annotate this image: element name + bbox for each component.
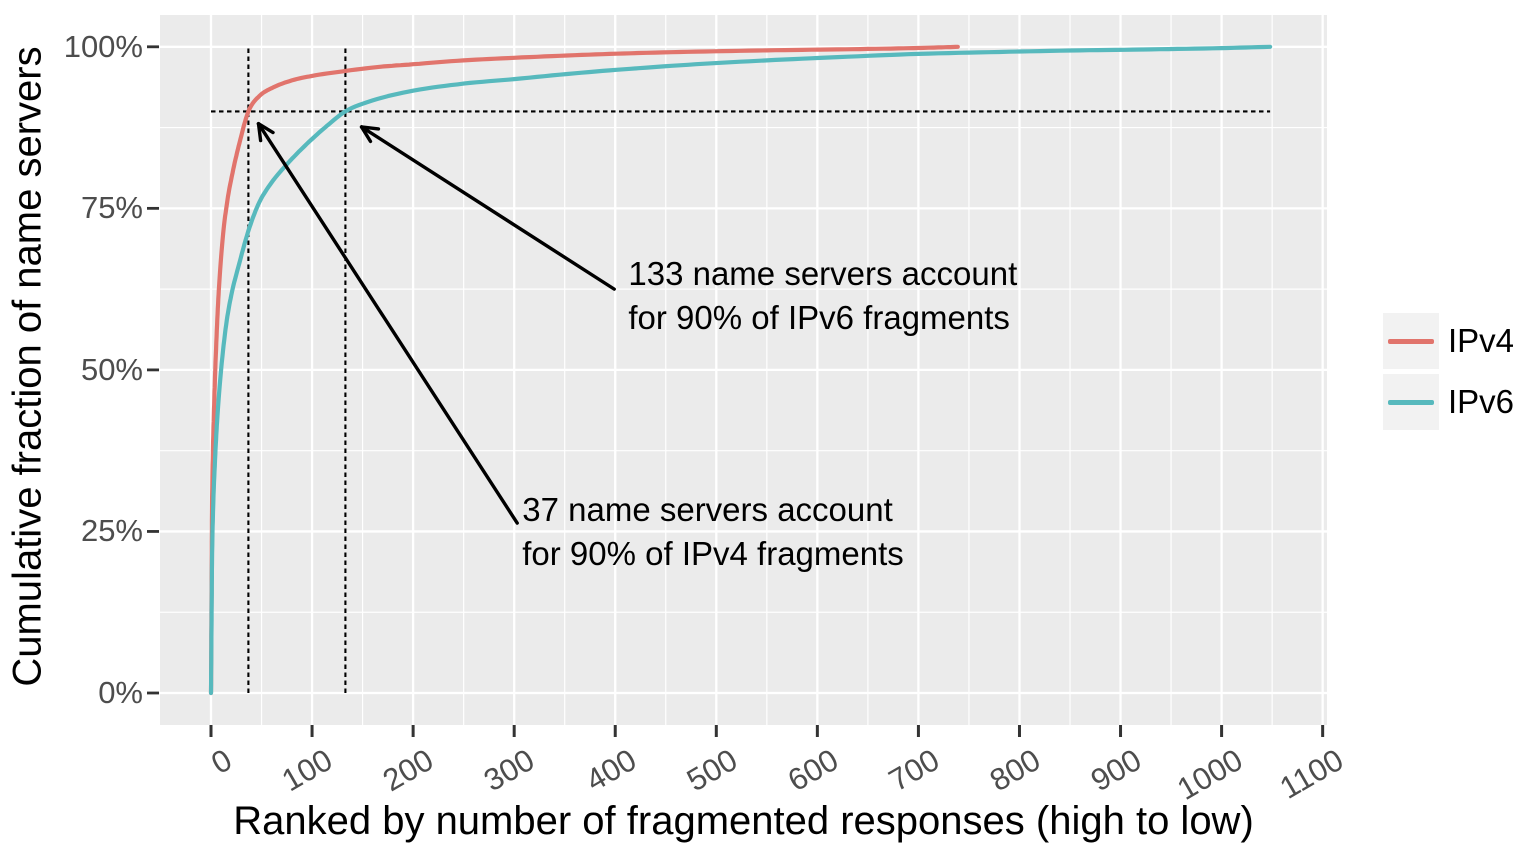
legend-line-swatch-ipv4 — [1388, 338, 1434, 344]
legend-entry-ipv4: IPv4 — [1383, 313, 1514, 369]
y-tick-label: 75% — [80, 190, 143, 226]
legend-line-swatch-ipv6 — [1388, 399, 1434, 405]
legend-key-ipv6 — [1383, 374, 1439, 430]
arrow-shaft-ipv4 — [256, 121, 519, 525]
arrow-head-ipv4 — [256, 121, 275, 135]
annotation-line: 133 name servers account — [628, 254, 1018, 292]
annotation-ipv6: 133 name servers account for 90% of IPv6… — [628, 252, 1017, 340]
legend-entry-ipv6: IPv6 — [1383, 374, 1514, 430]
y-tick-label: 25% — [80, 513, 143, 549]
y-axis-title: Cumulative fraction of name servers — [5, 46, 50, 687]
y-tick-label: 50% — [80, 351, 143, 387]
arrow-shaft-ipv6 — [359, 125, 616, 291]
annotation-ipv4: 37 name servers account for 90% of IPv4 … — [522, 488, 904, 576]
y-tick-label: 100% — [63, 28, 143, 64]
legend-label-ipv6: IPv6 — [1448, 383, 1515, 420]
annotation-line: for 90% of IPv6 fragments — [628, 298, 1010, 336]
curve-ipv4 — [208, 44, 960, 696]
legend-label-ipv4: IPv4 — [1448, 322, 1515, 359]
x-axis-title: Ranked by number of fragmented responses… — [233, 799, 1254, 843]
legend: IPv4 IPv6 — [1383, 313, 1514, 435]
arrow-head-ipv4 — [256, 121, 263, 143]
annotation-line: for 90% of IPv4 fragments — [522, 535, 904, 573]
annotation-line: 37 name servers account — [522, 491, 893, 529]
arrow-head-ipv6 — [359, 125, 381, 131]
legend-key-ipv4 — [1383, 313, 1439, 369]
curve-ipv6 — [208, 44, 1273, 696]
arrow-head-ipv6 — [359, 125, 373, 144]
y-tick-label: 0% — [98, 675, 143, 710]
